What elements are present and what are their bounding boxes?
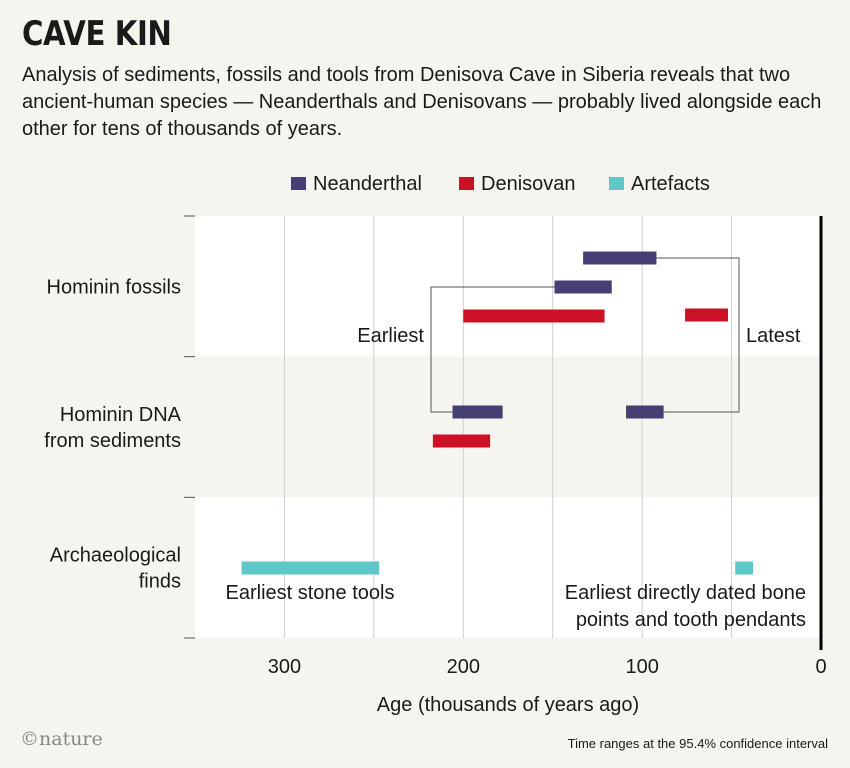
range-bar-neanderthal: [626, 405, 664, 419]
earliest-label: Earliest: [357, 325, 424, 347]
legend-swatch-neanderthal: [291, 177, 306, 190]
range-bar-neanderthal: [583, 251, 657, 265]
x-tick-label: 200: [447, 656, 480, 678]
chart-title: CAVE KIN: [22, 14, 172, 54]
x-axis-title: Age (thousands of years ago): [377, 694, 639, 716]
legend-swatch-artefacts: [609, 177, 624, 190]
latest-bracket: [656, 257, 740, 413]
range-bar-denisovan: [685, 308, 728, 322]
legend-label-neanderthal: Neanderthal: [313, 173, 422, 195]
range-bar-neanderthal: [452, 405, 503, 419]
legend-swatch-denisovan: [459, 177, 474, 190]
category-label: Hominin fossils: [47, 276, 181, 298]
category-label: finds: [139, 571, 181, 593]
range-bar-artefacts: [241, 561, 380, 575]
x-tick-label: 300: [268, 656, 301, 678]
bone-points-label: points and tooth pendants: [576, 609, 806, 631]
range-bar-neanderthal: [554, 280, 612, 294]
range-bar-denisovan: [432, 434, 491, 448]
category-band: [195, 216, 821, 357]
chart-subtitle: Analysis of sediments, fossils and tools…: [22, 64, 822, 140]
legend-label-denisovan: Denisovan: [481, 173, 576, 195]
x-tick-label: 0: [815, 656, 826, 678]
legend-label-artefacts: Artefacts: [631, 173, 710, 195]
nature-logo: ©nature: [20, 728, 103, 750]
range-bar-artefacts: [735, 561, 754, 575]
confidence-note: Time ranges at the 95.4% confidence inte…: [567, 736, 828, 751]
category-label: Archaeological: [50, 545, 181, 567]
stone-tools-label: Earliest stone tools: [226, 582, 395, 604]
earliest-bracket: [430, 286, 555, 413]
category-band: [195, 356, 821, 498]
bone-points-label: Earliest directly dated bone: [565, 582, 806, 604]
latest-label: Latest: [746, 325, 801, 347]
category-label: from sediments: [44, 430, 181, 452]
x-tick-label: 100: [625, 656, 658, 678]
range-bar-denisovan: [463, 309, 605, 323]
category-label: Hominin DNA: [60, 404, 182, 426]
